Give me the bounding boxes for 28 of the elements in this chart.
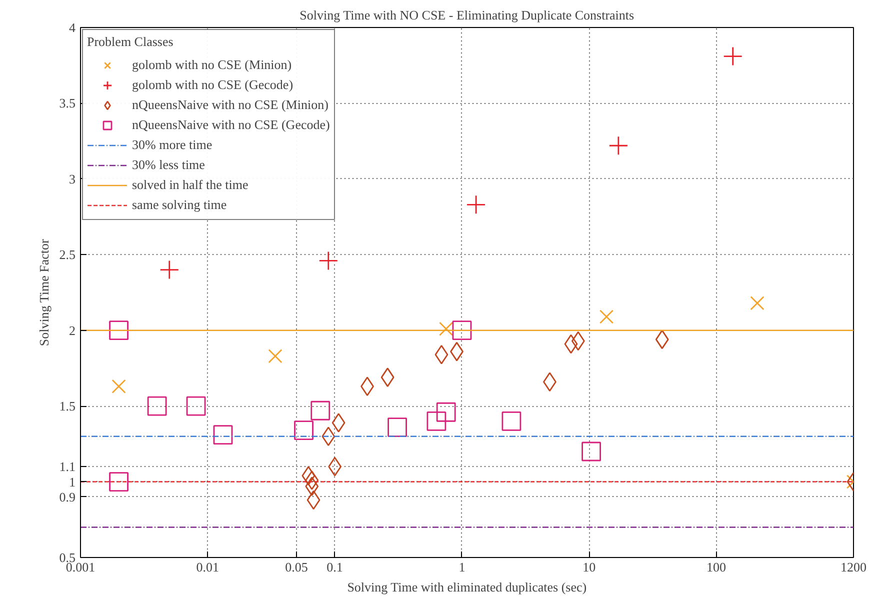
- x-tick-label: 0.05: [285, 560, 308, 574]
- y-tick-label: 1: [69, 474, 76, 490]
- x-tick-label: 10: [582, 560, 596, 574]
- y-tick-label: 4: [69, 20, 76, 35]
- y-tick-label: 1.1: [59, 459, 76, 474]
- y-axis-title: Solving Time Factor: [36, 238, 52, 346]
- legend-label: nQueensNaive with no CSE (Gecode): [132, 117, 330, 133]
- y-tick-label: 3.5: [59, 96, 76, 111]
- y-tick-label: 1.5: [59, 398, 76, 414]
- x-tick-label: 0.1: [326, 560, 343, 574]
- x-tick-label: 1200: [840, 560, 866, 574]
- legend-title: Problem Classes: [87, 34, 174, 50]
- y-tick-label: 2: [69, 322, 76, 338]
- x-axis-title: Solving Time with eliminated duplicates (sec): [347, 580, 587, 594]
- x-tick-label: 0.01: [196, 560, 220, 574]
- legend-label: solved in half the time: [132, 177, 248, 193]
- x-tick-label: 100: [706, 560, 726, 574]
- legend-label: golomb with no CSE (Minion): [132, 57, 292, 73]
- x-tick-label: 1: [458, 560, 466, 574]
- y-tick-label: 0.9: [59, 489, 76, 504]
- y-tick-label: 3: [69, 171, 76, 186]
- legend-label: 30% less time: [132, 157, 205, 173]
- chart-title: Solving Time with NO CSE - Eliminating Duplicate Constraints: [300, 8, 634, 22]
- legend-label: golomb with no CSE (Gecode): [132, 77, 294, 93]
- legend-label: same solving time: [132, 197, 227, 213]
- y-tick-label: 2.5: [59, 247, 76, 262]
- legend-label: nQueensNaive with no CSE (Minion): [132, 97, 328, 113]
- legend-label: 30% more time: [132, 137, 212, 153]
